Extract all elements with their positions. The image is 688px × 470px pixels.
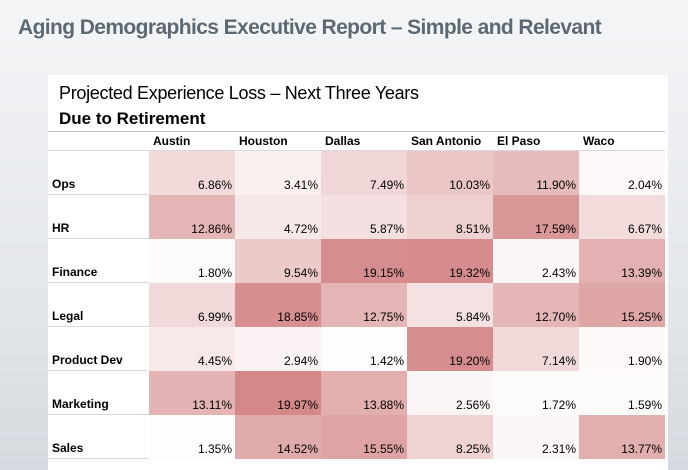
column-header: San Antonio	[407, 132, 493, 151]
heatmap-cell: 19.97%	[235, 371, 321, 415]
column-header: Houston	[235, 132, 321, 151]
table-row: HR 12.86% 4.72% 5.87% 8.51% 17.59% 6.67%	[48, 195, 665, 239]
row-label: HR	[48, 195, 149, 239]
heatmap-cell: 5.87%	[321, 195, 407, 239]
heatmap-cell: 10.03%	[407, 151, 493, 195]
table-row: Legal 6.99% 18.85% 12.75% 5.84% 12.70% 15.25%	[48, 283, 665, 327]
heatmap-cell: 19.32%	[407, 239, 493, 283]
heatmap-cell: 12.70%	[493, 283, 579, 327]
heatmap-cell: 19.20%	[407, 327, 493, 371]
heatmap-cell: 8.25%	[407, 415, 493, 459]
heatmap-cell: 13.88%	[321, 371, 407, 415]
heatmap-grid: Austin Houston Dallas San Antonio El Paso Wac…	[48, 131, 665, 459]
row-label: Finance	[48, 239, 149, 283]
row-label: Legal	[48, 283, 149, 327]
table-row: Ops 6.86% 3.41% 7.49% 10.03% 11.90% 2.04%	[48, 151, 665, 195]
column-header: El Paso	[493, 132, 579, 151]
heatmap-cell: 1.35%	[149, 415, 235, 459]
heatmap-cell: 4.72%	[235, 195, 321, 239]
heatmap-cell: 7.14%	[493, 327, 579, 371]
heatmap-cell: 9.54%	[235, 239, 321, 283]
heatmap-cell: 18.85%	[235, 283, 321, 327]
heatmap-cell: 13.77%	[579, 415, 665, 459]
header-row: Austin Houston Dallas San Antonio El Paso Wac…	[48, 132, 665, 151]
heatmap-cell: 1.72%	[493, 371, 579, 415]
heatmap-cell: 2.31%	[493, 415, 579, 459]
heatmap-cell: 1.59%	[579, 371, 665, 415]
column-header: Dallas	[321, 132, 407, 151]
row-label: Marketing	[48, 371, 149, 415]
heatmap-cell: 2.43%	[493, 239, 579, 283]
heatmap-cell: 1.80%	[149, 239, 235, 283]
chart-title: Projected Experience Loss – Next Three Y…	[59, 83, 419, 103]
heatmap-cell: 15.25%	[579, 283, 665, 327]
heatmap-cell: 12.86%	[149, 195, 235, 239]
heatmap-cell: 7.49%	[321, 151, 407, 195]
row-label: Sales	[48, 415, 149, 459]
heatmap-cell: 1.42%	[321, 327, 407, 371]
heatmap-cell: 14.52%	[235, 415, 321, 459]
heatmap-cell: 2.94%	[235, 327, 321, 371]
table-row: Sales 1.35% 14.52% 15.55% 8.25% 2.31% 13.77%	[48, 415, 665, 459]
heatmap-cell: 12.75%	[321, 283, 407, 327]
heatmap-cell: 13.39%	[579, 239, 665, 283]
page-title: Aging Demographics Executive Report – Si…	[18, 16, 602, 39]
heatmap-cell: 15.55%	[321, 415, 407, 459]
chart-subtitle: Due to Retirement	[59, 109, 206, 128]
column-header: Waco	[579, 132, 665, 151]
table-row: Product Dev 4.45% 2.94% 1.42% 19.20% 7.14% 1.9…	[48, 327, 665, 371]
heatmap-cell: 8.51%	[407, 195, 493, 239]
heatmap-cell: 6.99%	[149, 283, 235, 327]
heatmap-cell: 19.15%	[321, 239, 407, 283]
corner-cell	[48, 132, 149, 151]
heatmap-cell: 11.90%	[493, 151, 579, 195]
row-label: Ops	[48, 151, 149, 195]
heatmap-cell: 2.04%	[579, 151, 665, 195]
table-row: Marketing 13.11% 19.97% 13.88% 2.56% 1.72% 1.5…	[48, 371, 665, 415]
row-label: Product Dev	[48, 327, 149, 371]
heatmap-cell: 13.11%	[149, 371, 235, 415]
heatmap-cell: 6.67%	[579, 195, 665, 239]
heatmap-cell: 2.56%	[407, 371, 493, 415]
heatmap-cell: 17.59%	[493, 195, 579, 239]
heatmap-cell: 1.90%	[579, 327, 665, 371]
column-header: Austin	[149, 132, 235, 151]
table-row: Finance 1.80% 9.54% 19.15% 19.32% 2.43% 13.39%	[48, 239, 665, 283]
heatmap-cell: 5.84%	[407, 283, 493, 327]
heatmap-cell: 4.45%	[149, 327, 235, 371]
heatmap-cell: 3.41%	[235, 151, 321, 195]
heatmap-cell: 6.86%	[149, 151, 235, 195]
heatmap-panel: Projected Experience Loss – Next Three Y…	[48, 75, 668, 470]
